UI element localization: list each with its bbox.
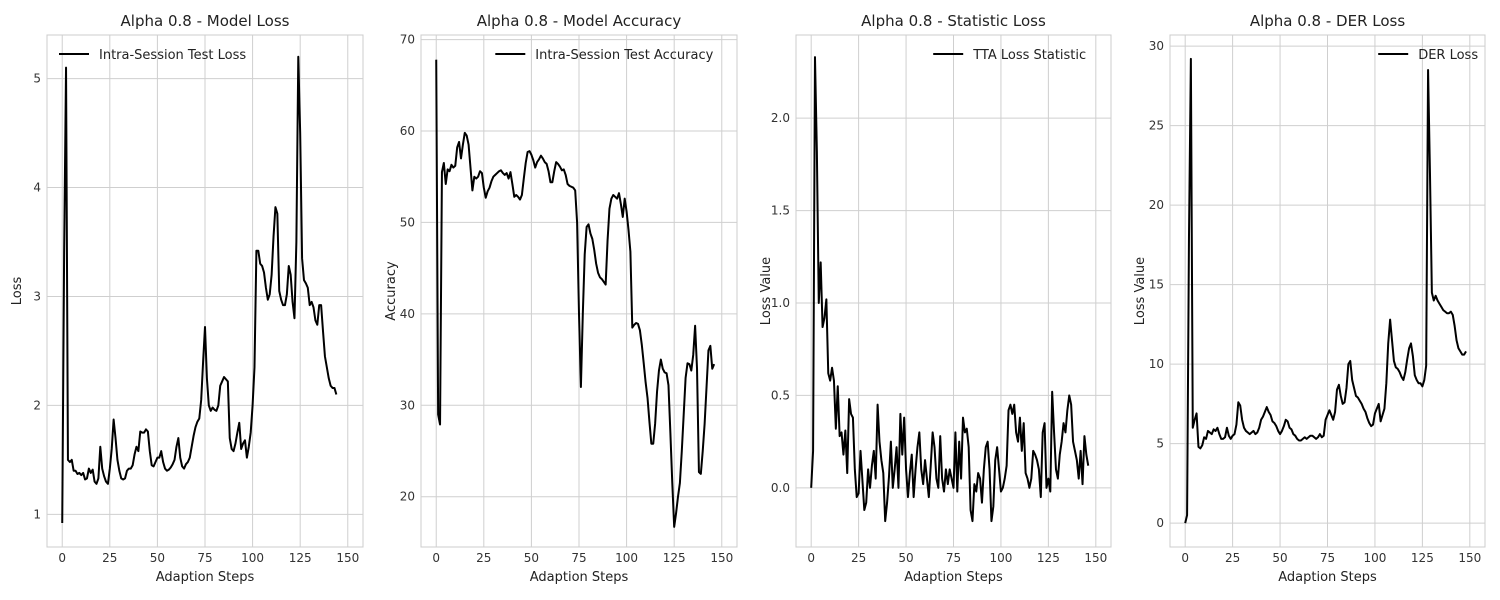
x-tick-label: 75	[571, 551, 586, 565]
x-tick-label: 0	[807, 551, 815, 565]
y-tick-label: 0	[1156, 516, 1164, 530]
series-line	[810, 56, 1090, 523]
y-tick-label: 5	[1156, 437, 1164, 451]
x-axis-label: Adaption Steps	[530, 570, 629, 585]
x-tick-label: 0	[432, 551, 440, 565]
x-tick-label: 150	[710, 551, 733, 565]
x-tick-label: 25	[851, 551, 866, 565]
x-tick-label: 50	[524, 551, 539, 565]
chart-title: Alpha 0.8 - Model Accuracy	[477, 12, 682, 30]
x-tick-label: 150	[1084, 551, 1107, 565]
x-tick-label: 125	[1037, 551, 1060, 565]
x-tick-label: 75	[946, 551, 961, 565]
x-tick-label: 50	[1272, 551, 1287, 565]
y-axis-label: Loss Value	[1133, 257, 1148, 325]
y-tick-label: 5	[33, 72, 41, 86]
x-axis-label: Adaption Steps	[904, 570, 1003, 585]
x-tick-label: 75	[1320, 551, 1335, 565]
y-tick-label: 40	[400, 307, 415, 321]
x-tick-label: 100	[1363, 551, 1386, 565]
chart-title: Alpha 0.8 - Model Loss	[121, 12, 290, 30]
x-axis-label: Adaption Steps	[156, 570, 255, 585]
x-tick-label: 100	[989, 551, 1012, 565]
y-tick-label: 30	[1149, 39, 1164, 53]
x-tick-label: 125	[289, 551, 312, 565]
x-tick-label: 50	[150, 551, 165, 565]
y-tick-label: 25	[1149, 119, 1164, 133]
series-line	[1184, 57, 1467, 524]
y-axis-label: Accuracy	[384, 261, 399, 321]
y-tick-label: 70	[400, 33, 415, 47]
x-axis-label: Adaption Steps	[1278, 570, 1377, 585]
x-tick-label: 25	[476, 551, 491, 565]
y-tick-label: 30	[400, 398, 415, 412]
x-tick-label: 0	[58, 551, 66, 565]
x-tick-label: 100	[241, 551, 264, 565]
y-tick-label: 1.5	[771, 204, 790, 218]
y-tick-label: 60	[400, 124, 415, 138]
y-axis-label: Loss Value	[759, 257, 774, 325]
chart-title: Alpha 0.8 - Statistic Loss	[861, 12, 1046, 30]
y-tick-label: 4	[33, 181, 41, 195]
x-tick-label: 125	[663, 551, 686, 565]
y-tick-label: 1	[33, 507, 41, 521]
series-line	[435, 59, 716, 528]
subplot-der-loss: 0 25 50 75 100 125 150 0 5 10 15 20 25 30 Alpha 0.8 - …	[1133, 12, 1486, 585]
subplot-statistic-loss: 0 25 50 75 100 125 150 0.0 0.5 1.0 1.5 2.0 Alpha 0.8…	[759, 12, 1112, 585]
subplot-model-accuracy: 0 25 50 75 100 125 150 20 30 40 50 60 70 Alpha 0.8 - …	[384, 12, 738, 585]
x-tick-label: 50	[898, 551, 913, 565]
y-tick-label: 1.0	[771, 296, 790, 310]
y-tick-label: 15	[1149, 278, 1164, 292]
x-tick-label: 150	[336, 551, 359, 565]
y-tick-label: 20	[1149, 198, 1164, 212]
x-tick-label: 25	[1225, 551, 1240, 565]
x-tick-label: 100	[615, 551, 638, 565]
legend-label: Intra-Session Test Loss	[99, 48, 246, 63]
y-axis-label: Loss	[10, 277, 25, 306]
subplot-model-loss: 0 25 50 75 100 125 150 1 2 3 4 5 Alpha 0.8 - Model L…	[10, 12, 364, 585]
legend-label: DER Loss	[1418, 48, 1478, 63]
y-tick-label: 2.0	[771, 111, 790, 125]
series-line	[61, 55, 338, 524]
y-tick-label: 10	[1149, 357, 1164, 371]
y-tick-label: 20	[400, 490, 415, 504]
y-tick-label: 0.5	[771, 388, 790, 402]
x-tick-label: 25	[102, 551, 117, 565]
legend-label: TTA Loss Statistic	[972, 48, 1086, 63]
x-tick-label: 75	[197, 551, 212, 565]
legend-label: Intra-Session Test Accuracy	[535, 48, 713, 63]
y-tick-label: 3	[33, 289, 41, 303]
x-tick-label: 0	[1181, 551, 1189, 565]
x-tick-label: 125	[1411, 551, 1434, 565]
y-tick-label: 50	[400, 215, 415, 229]
y-tick-label: 2	[33, 398, 41, 412]
y-tick-label: 0.0	[771, 481, 790, 495]
x-tick-label: 150	[1458, 551, 1481, 565]
chart-title: Alpha 0.8 - DER Loss	[1250, 12, 1406, 30]
